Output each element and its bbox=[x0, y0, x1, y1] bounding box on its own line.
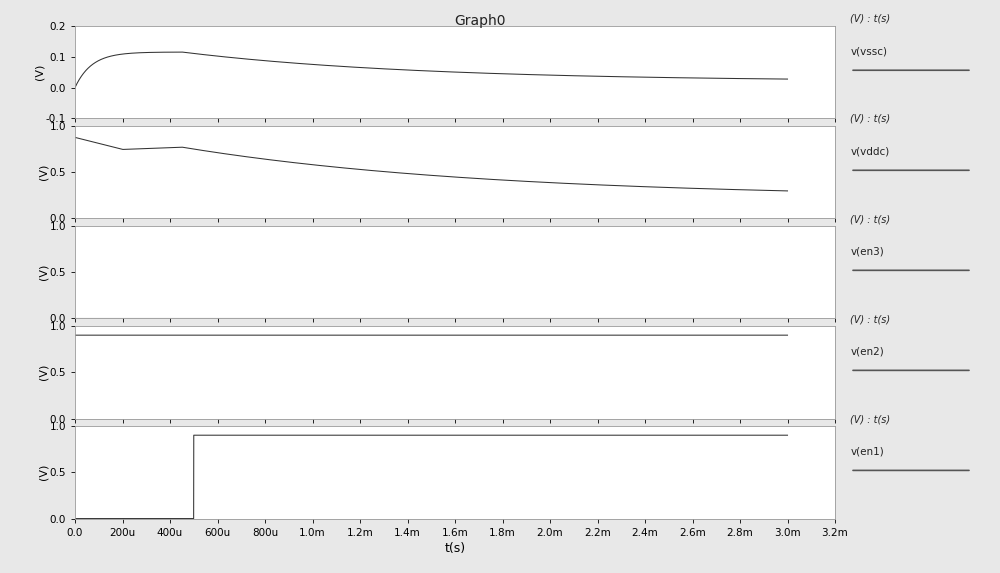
Text: v(en2): v(en2) bbox=[850, 346, 884, 356]
Text: v(vssc): v(vssc) bbox=[850, 46, 887, 56]
Y-axis label: (V): (V) bbox=[38, 464, 48, 480]
X-axis label: t(s): t(s) bbox=[444, 541, 466, 555]
Text: (V) : t(s): (V) : t(s) bbox=[850, 14, 890, 24]
Text: (V) : t(s): (V) : t(s) bbox=[850, 414, 890, 424]
Text: v(en3): v(en3) bbox=[850, 246, 884, 256]
Text: v(en1): v(en1) bbox=[850, 446, 884, 456]
Y-axis label: (V): (V) bbox=[38, 264, 48, 280]
Text: (V) : t(s): (V) : t(s) bbox=[850, 314, 890, 324]
Y-axis label: (V): (V) bbox=[38, 364, 48, 380]
Text: (V) : t(s): (V) : t(s) bbox=[850, 114, 890, 124]
Text: v(vddc): v(vddc) bbox=[850, 146, 889, 156]
Text: Graph0: Graph0 bbox=[454, 14, 506, 28]
Text: (V) : t(s): (V) : t(s) bbox=[850, 214, 890, 224]
Y-axis label: (V): (V) bbox=[34, 64, 44, 80]
Y-axis label: (V): (V) bbox=[38, 164, 48, 180]
